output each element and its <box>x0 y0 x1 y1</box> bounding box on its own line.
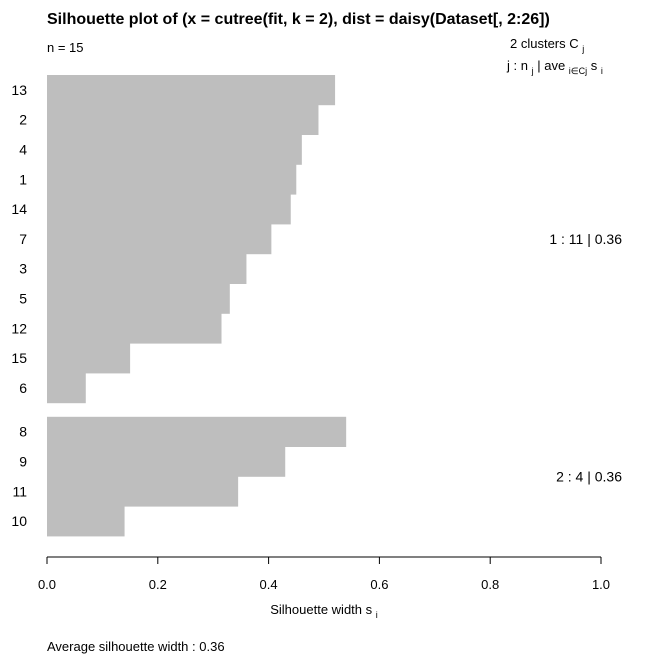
silhouette-bar <box>47 164 297 195</box>
x-tick-label: 1.0 <box>592 577 610 592</box>
row-label: 11 <box>12 483 27 499</box>
x-tick-label: 0.0 <box>38 577 56 592</box>
row-label: 14 <box>11 201 27 217</box>
silhouette-bar <box>47 134 302 165</box>
x-axis-label: Silhouette width s i <box>270 602 378 620</box>
row-label: 12 <box>11 320 27 336</box>
silhouette-bar <box>47 224 272 255</box>
row-label: 10 <box>11 513 27 529</box>
x-tick-label: 0.2 <box>149 577 167 592</box>
legend-formula-j: j : n <box>506 58 528 73</box>
cluster-summary: 2 : 4 | 0.36 <box>556 468 622 484</box>
row-label: 3 <box>19 261 27 277</box>
legend-formula: j : n j | ave i∈Cj s i <box>506 58 603 77</box>
chart-title: Silhouette plot of (x = cutree(fit, k = … <box>47 11 550 28</box>
silhouette-bar <box>47 253 247 284</box>
x-axis-label-text: Silhouette width s <box>270 602 372 617</box>
silhouette-bar <box>47 476 239 507</box>
silhouette-bar <box>47 194 291 225</box>
legend-header-text: 2 clusters C <box>510 36 579 51</box>
row-label: 2 <box>19 112 27 128</box>
legend-formula-sep: | ave <box>537 58 565 73</box>
row-label: 9 <box>19 454 27 470</box>
silhouette-bar <box>47 373 86 404</box>
row-label: 6 <box>19 380 27 396</box>
silhouette-bar <box>47 104 319 135</box>
row-label: 5 <box>19 291 27 307</box>
legend-header: 2 clusters C j <box>510 36 584 54</box>
row-label: 8 <box>19 424 27 440</box>
legend-formula-s: s <box>591 58 598 73</box>
silhouette-bar <box>47 313 222 344</box>
silhouette-bar <box>47 343 131 374</box>
silhouette-bar <box>47 446 286 477</box>
row-label: 13 <box>11 82 27 98</box>
x-tick-label: 0.8 <box>481 577 499 592</box>
x-tick-label: 0.4 <box>260 577 278 592</box>
legend-header-sub: j <box>581 44 584 54</box>
row-label: 4 <box>19 142 27 158</box>
x-tick-label: 0.6 <box>370 577 388 592</box>
cluster-summary: 1 : 11 | 0.36 <box>549 231 622 247</box>
legend-formula-s-sub: i <box>601 66 603 76</box>
row-label-group: 13 2 4 1 14 7 3 5 12 15 6 8 9 11 10 <box>11 82 27 529</box>
row-label: 15 <box>11 350 27 366</box>
silhouette-bar <box>47 283 230 314</box>
row-label: 7 <box>19 231 27 247</box>
bar-group <box>47 75 347 537</box>
n-label: n = 15 <box>47 40 84 55</box>
legend-formula-ave-sub: i∈Cj <box>569 66 587 76</box>
silhouette-bar <box>47 416 347 447</box>
average-silhouette-footer: Average silhouette width : 0.36 <box>47 639 225 654</box>
x-axis-label-sub: i <box>376 610 378 620</box>
legend-formula-j-sub: j <box>531 66 534 76</box>
silhouette-bar <box>47 506 125 537</box>
row-label: 1 <box>19 171 27 187</box>
cluster-summary-group: 1 : 11 | 0.36 2 : 4 | 0.36 <box>549 231 622 485</box>
x-tick-group: 0.0 0.2 0.4 0.6 0.8 1.0 <box>38 557 610 592</box>
silhouette-bar <box>47 75 336 106</box>
